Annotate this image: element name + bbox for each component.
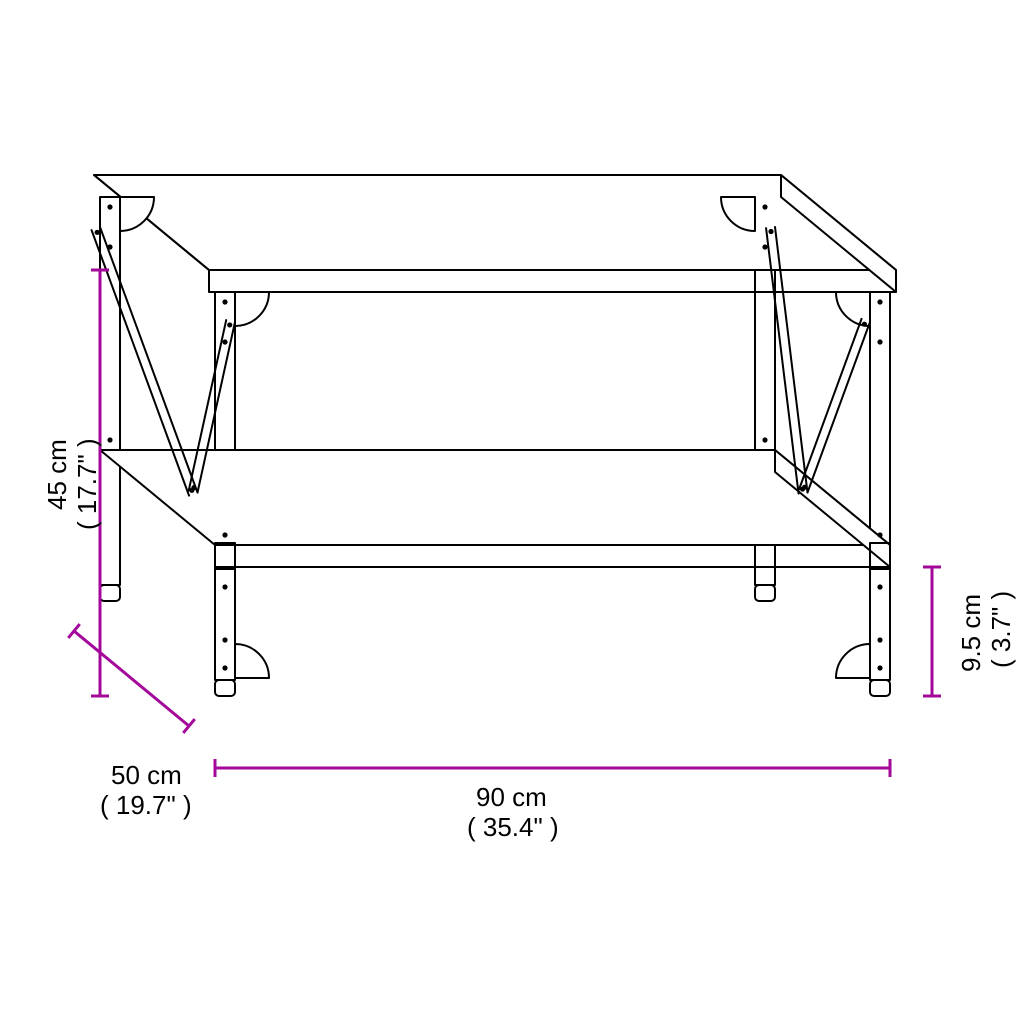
- dim-depth-cm: 50 cm: [111, 760, 182, 791]
- dimension-diagram: 45 cm ( 17.7" ) 50 cm ( 19.7" ) 90 cm ( …: [0, 0, 1024, 1024]
- dim-depth-in: ( 19.7" ): [100, 790, 192, 821]
- dim-height-in: ( 17.7" ): [72, 438, 103, 530]
- dim-shelf-in: ( 3.7" ): [986, 591, 1017, 668]
- dim-width-cm: 90 cm: [476, 782, 547, 813]
- drawing-canvas: [0, 0, 1024, 1024]
- dim-shelf-cm: 9.5 cm: [956, 594, 987, 672]
- dim-width-in: ( 35.4" ): [467, 812, 559, 843]
- dim-height-cm: 45 cm: [42, 439, 73, 510]
